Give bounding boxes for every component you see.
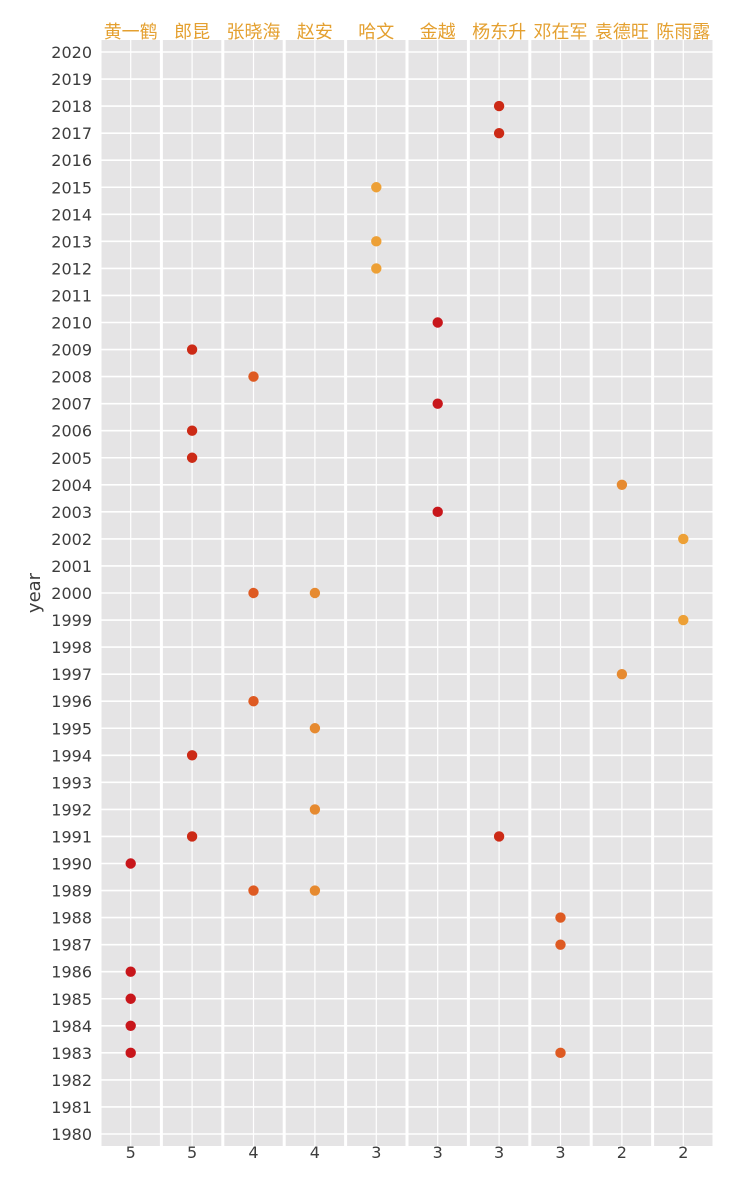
facet-count-label: 3: [371, 1143, 381, 1162]
data-point: [186, 425, 198, 436]
data-point: [555, 1047, 566, 1059]
y-tick-label: 2019: [51, 70, 92, 89]
y-tick-label: 2002: [51, 530, 92, 549]
y-tick-label: 1980: [51, 1125, 92, 1144]
y-tick-label: 1985: [51, 990, 92, 1009]
y-tick-label: 1997: [51, 665, 92, 684]
y-tick-label: 2001: [51, 557, 92, 576]
facet-count-label: 2: [617, 1143, 627, 1162]
y-tick-label: 1991: [51, 827, 92, 846]
data-point: [125, 1020, 136, 1031]
y-tick-label: 2013: [51, 232, 92, 251]
data-point: [248, 371, 259, 382]
data-point: [371, 263, 382, 274]
y-tick-label: 1994: [51, 746, 92, 765]
y-tick-label: 2012: [51, 259, 92, 278]
y-tick-label: 1984: [51, 1017, 92, 1036]
y-tick-label: 2000: [51, 584, 92, 603]
facet-name-label: 郎昆: [174, 22, 210, 43]
data-point: [616, 668, 628, 680]
y-tick-label: 1995: [51, 719, 92, 738]
facet-name-label: 张晓海: [227, 22, 281, 43]
y-tick-label: 2010: [51, 314, 92, 333]
facet-name-label: 杨东升: [472, 22, 526, 43]
y-tick-label: 2011: [51, 286, 92, 305]
facet-name-label: 黄一鹤: [104, 22, 158, 43]
y-tick-label: 1998: [51, 638, 92, 657]
y-tick-label: 2016: [51, 151, 92, 170]
facet-name-label: 邓在军: [534, 22, 588, 43]
y-tick-label: 2008: [51, 368, 92, 387]
facet-count-label: 4: [248, 1143, 258, 1162]
y-tick-label: 2017: [51, 124, 92, 143]
y-tick-label: 1988: [51, 909, 92, 928]
y-tick-label: 2015: [51, 178, 92, 197]
facet-count-label: 2: [678, 1143, 688, 1162]
data-point: [186, 452, 198, 463]
y-axis-title: year: [24, 572, 45, 613]
y-tick-label: 1996: [51, 692, 92, 711]
data-point: [309, 885, 321, 896]
data-point: [125, 858, 136, 869]
facet-name-label: 袁德旺: [595, 22, 649, 43]
y-tick-label: 1999: [51, 611, 92, 630]
facet-name-label: 金越: [420, 22, 456, 43]
data-point: [555, 912, 566, 923]
y-tick-label: 1993: [51, 773, 92, 792]
data-point: [186, 344, 198, 355]
y-tick-label: 2006: [51, 422, 92, 441]
data-point: [248, 696, 259, 707]
facet-count-label: 3: [433, 1143, 443, 1162]
y-tick-label: 2004: [51, 476, 92, 495]
data-point: [248, 885, 259, 896]
y-tick-label: 1981: [51, 1098, 92, 1117]
data-point: [493, 127, 505, 139]
facet-name-label: 赵安: [297, 22, 333, 43]
y-tick-label: 2018: [51, 97, 92, 116]
data-point: [125, 993, 136, 1004]
data-point: [309, 723, 321, 734]
data-point: [493, 831, 505, 842]
y-tick-label: 1989: [51, 882, 92, 901]
facet-name-label: 哈文: [358, 22, 394, 43]
data-point: [493, 100, 505, 112]
facet-count-label: 3: [494, 1143, 504, 1162]
facet-count-label: 5: [126, 1143, 136, 1162]
data-point: [371, 236, 382, 247]
data-point: [186, 831, 198, 842]
y-tick-label: 2009: [51, 341, 92, 360]
y-tick-label: 2014: [51, 205, 92, 224]
y-tick-label: 2007: [51, 395, 92, 414]
data-point: [309, 587, 321, 599]
y-tick-label: 1990: [51, 855, 92, 874]
y-tick-label: 1992: [51, 800, 92, 819]
data-point: [678, 533, 689, 545]
data-point: [186, 750, 198, 761]
data-point: [432, 398, 443, 409]
facet-count-label: 5: [187, 1143, 197, 1162]
data-point: [309, 804, 321, 815]
data-point: [616, 479, 628, 490]
data-point: [432, 317, 443, 328]
y-tick-label: 2003: [51, 503, 92, 522]
y-tick-label: 1987: [51, 936, 92, 955]
facet-count-label: 3: [555, 1143, 565, 1162]
data-point: [248, 587, 259, 599]
y-tick-label: 1986: [51, 963, 92, 982]
data-point: [432, 506, 443, 518]
y-tick-label: 1982: [51, 1071, 92, 1090]
facet-name-label: 陈雨露: [656, 22, 710, 43]
data-point: [125, 1047, 136, 1059]
y-tick-label: 2005: [51, 449, 92, 468]
data-point: [125, 966, 136, 977]
data-point: [371, 182, 382, 193]
data-point: [678, 614, 689, 626]
y-tick-label: 1983: [51, 1044, 92, 1063]
facet-count-label: 4: [310, 1143, 320, 1162]
y-tick-label: 2020: [51, 43, 92, 62]
data-point: [555, 939, 566, 950]
